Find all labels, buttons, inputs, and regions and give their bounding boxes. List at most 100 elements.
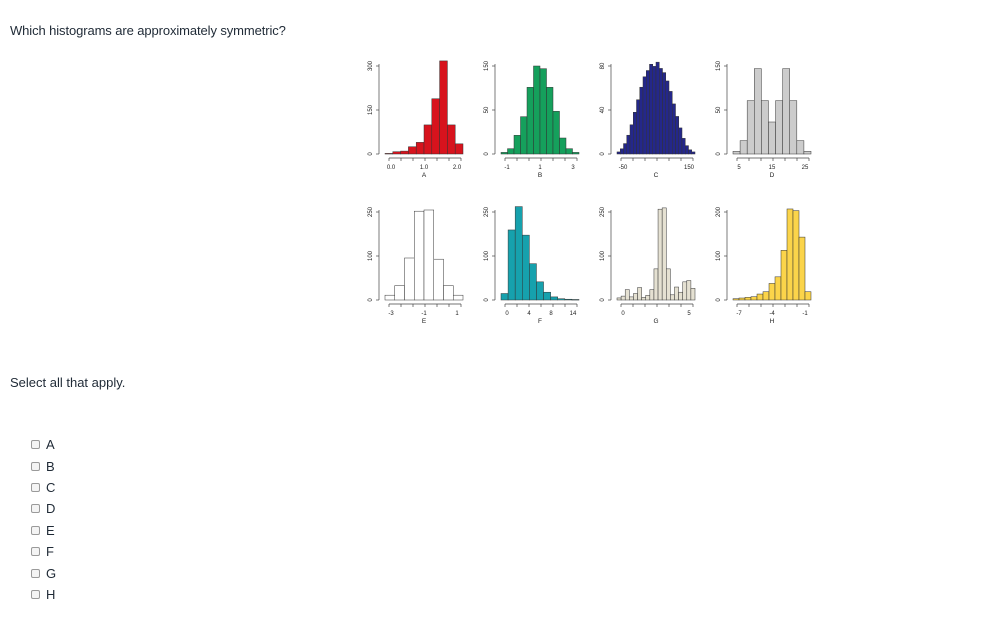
histogram-b-bar [513,135,521,155]
histogram-c-bar [668,91,673,155]
histogram-h-bar [762,291,770,301]
histogram-h-bar [750,296,758,301]
histogram-g-x-tick-label: 0 [621,311,625,317]
histogram-d-x-tick-label: 25 [802,165,809,171]
histogram-f-x-tick-label: 4 [527,311,531,317]
histogram-c-bar [649,64,653,155]
histogram-c-bar [633,112,637,155]
option-e[interactable]: E [31,520,56,541]
histogram-b-bar [500,152,508,155]
histogram-f-label: F [538,318,542,325]
histogram-a-bar [400,150,409,155]
checkbox-g[interactable] [31,568,40,578]
histogram-g-bar [670,294,675,301]
histogram-g-bar [657,208,663,301]
histogram-f-y-tick-label: 0 [484,298,490,302]
histogram-a-bar [447,124,456,155]
histogram-a-x-tick-label: 2.0 [453,165,462,171]
histogram-b-bar [533,65,541,155]
histogram-c-bar [678,127,683,155]
histogram-a-y-tick-label: 150 [368,104,374,115]
histogram-c-bar [646,70,650,155]
histogram-c: 0 40 80 -50 150 C [600,61,696,179]
histogram-e-bar [453,294,464,301]
histogram-d-bar [789,100,798,155]
histogram-h-bar [768,283,776,301]
histogram-b-bar [552,111,560,155]
option-b[interactable]: B [31,455,56,476]
histogram-e-bar [404,257,415,301]
option-c[interactable]: C [31,477,56,498]
histogram-g-bar [686,280,692,301]
histogram-g-bar [649,289,655,301]
histogram-g-label: G [653,318,658,325]
option-label-d: D [46,501,56,517]
histogram-g-bar [653,268,659,301]
checkbox-d[interactable] [31,504,40,514]
histogram-f-bar [550,296,558,301]
histogram-g-bar [616,297,622,301]
histogram-h-label: H [770,318,775,325]
option-g[interactable]: G [31,562,56,583]
option-f[interactable]: F [31,541,56,562]
histogram-c-bar [688,149,692,155]
histogram-f-bar [543,291,551,301]
histogram-d-bar [782,68,790,155]
histogram-d-bar [732,151,741,155]
checkbox-a[interactable] [31,440,40,450]
histogram-a-x-tick-label: 1.0 [420,165,429,171]
histogram-d-x-tick-label: 15 [769,165,776,171]
histogram-g-bar [629,296,634,301]
option-d[interactable]: D [31,498,56,519]
option-label-f: F [46,544,54,560]
histogram-c-bar [636,99,640,155]
histogram-h-bar [792,210,800,301]
histogram-c-label: C [654,172,659,179]
histogram-d-bar [803,151,812,155]
histogram-c-y-tick-label: 40 [600,106,606,113]
histogram-h-bar [744,297,752,301]
histogram-d-y-tick-label: 50 [716,106,722,113]
histogram-c-bar [662,72,666,155]
histogram-h-x-tick-label: -7 [736,311,742,317]
histogram-c-bar [623,143,627,155]
histogram-h-y-tick-label: 100 [716,250,722,261]
histogram-h-bar [804,291,812,301]
histogram-b-bar [546,87,554,155]
histogram-c-bar [685,145,689,155]
histogram-g-bar [674,286,679,301]
histogram-f-bar [507,229,516,301]
option-h[interactable]: H [31,584,56,605]
histogram-g-bar [645,295,651,301]
histogram-h-x-tick-label: -1 [802,311,808,317]
histogram-h-bar [798,236,806,301]
histogram-e-x-tick-label: -1 [421,311,427,317]
histogram-b-y-tick-label: 0 [484,152,490,156]
checkbox-h[interactable] [31,589,40,599]
histogram-f-bar [571,299,580,301]
histogram-g-y-tick-label: 100 [600,250,606,261]
histogram-h: 0 100 200 -7 -4 -1 H [716,206,812,325]
option-label-c: C [46,479,56,495]
histogram-h-y-tick-label: 200 [716,206,722,217]
histogram-d-bar [746,100,755,155]
histogram-c-bar [691,151,696,155]
option-a[interactable]: A [31,434,56,455]
checkbox-f[interactable] [31,547,40,557]
checkbox-c[interactable] [31,482,40,492]
histogram-d-y-tick-label: 0 [716,152,722,156]
checkbox-e[interactable] [31,525,40,535]
histogram-e-bar [394,285,405,301]
option-label-b: B [46,458,55,474]
histogram-f-x-tick-label: 8 [549,311,553,317]
instruction-text: Select all that apply. [10,375,126,390]
histogram-c-bar [652,66,657,155]
histogram-f-bar [529,263,537,301]
histogram-a-bar [392,151,401,155]
option-label-g: G [46,565,57,581]
checkbox-b[interactable] [31,461,40,471]
histogram-c-bar [675,116,679,155]
histogram-e-bar [423,209,434,301]
histogram-e-bar [384,294,395,301]
